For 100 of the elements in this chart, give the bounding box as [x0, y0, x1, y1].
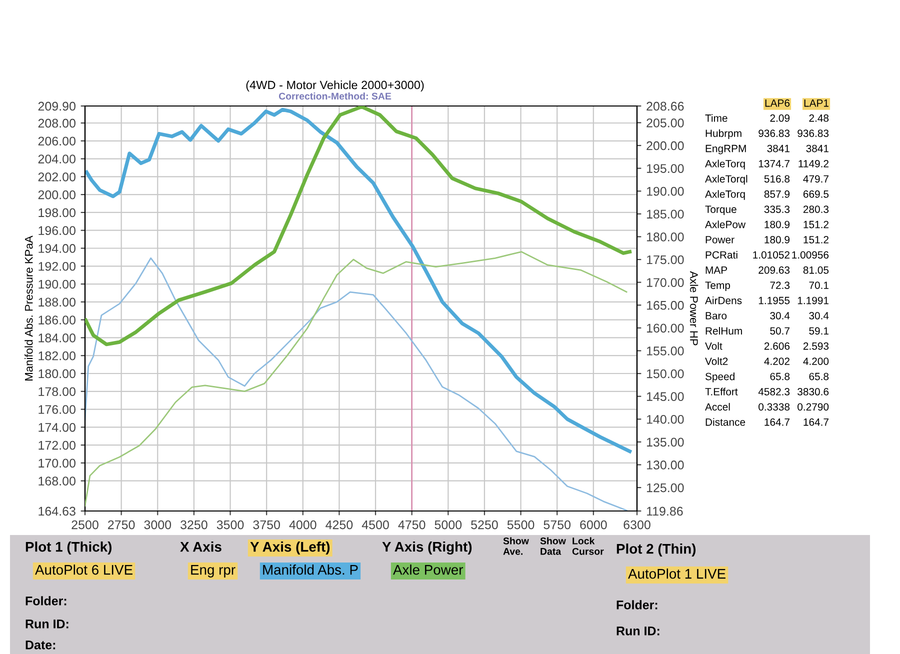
y-tick-label: 178.00: [38, 387, 76, 396]
data-label: 3841: [806, 144, 828, 152]
category-label: AxleTorql: [705, 174, 748, 185]
y-tick-label: 186.00: [38, 316, 76, 324]
legend-label: LAP1: [804, 100, 828, 107]
category-label: AxleTorq: [705, 190, 745, 200]
y2-tick-label: 145.00: [646, 392, 684, 401]
data-label: 4.200: [803, 358, 829, 365]
y-tick-label: 184.00: [38, 334, 76, 342]
x-tick-label: 5250: [471, 520, 498, 530]
data-label: 4.202: [764, 358, 790, 365]
category-label: EngRPM: [706, 144, 746, 154]
data-label: 3841: [767, 144, 790, 152]
y2-tick-label: 125.00: [646, 483, 684, 492]
x-tick-label: 5000: [434, 520, 462, 530]
category-label: Baro: [706, 312, 727, 320]
x-tick-label: 6300: [624, 520, 650, 530]
x-tick-label: 4250: [326, 520, 353, 530]
data-label: 669.5: [803, 190, 829, 198]
text: Show Data: [540, 537, 566, 555]
x-tick-label: 6000: [580, 520, 607, 530]
y-tick-label: 170.00: [38, 458, 76, 468]
data-label: 70.1: [809, 282, 828, 289]
y2-tick-label: 140.00: [646, 414, 684, 424]
data-label: 0.3338: [758, 403, 790, 411]
y-tick-label: 200.00: [38, 190, 76, 200]
y2-axis-title: Axle Power HP: [690, 271, 698, 346]
category-label: Distance: [706, 418, 746, 426]
x-tick-label: 4500: [362, 520, 389, 530]
data-label: 1374.7: [758, 160, 790, 168]
y2-tick-label: 119.86: [646, 506, 683, 516]
data-label: 2.48: [809, 114, 829, 122]
y2-tick-label: 160.00: [646, 324, 684, 333]
text: AutoPlot 6 LIVE: [35, 564, 132, 575]
y2-tick-label: 175.00: [646, 255, 684, 264]
text: Y Axis (Left): [250, 542, 330, 554]
category-label: PCRati: [706, 250, 738, 259]
y2-tick-label: 130.00: [646, 460, 684, 470]
text: Plot 2 (Thin): [616, 544, 696, 556]
x-tick-label: 3750: [253, 520, 280, 530]
text: Manifold Abs. P: [263, 564, 358, 575]
y-tick-label: 204.00: [38, 154, 76, 164]
category-label: Volt: [705, 342, 722, 350]
line-series: [85, 108, 632, 454]
y-tick-label: 209.90: [38, 102, 76, 111]
text: Lock Cursor: [572, 537, 604, 555]
text: AutoPlot 1 LIVE: [628, 568, 726, 579]
data-label: 151.2: [804, 220, 828, 228]
data-label: 936.83: [798, 130, 829, 137]
data-label: 335.3: [764, 206, 790, 213]
data-label: 50.7: [770, 327, 790, 335]
data-label: 151.2: [804, 236, 828, 244]
y-tick-label: 196.00: [38, 226, 76, 236]
x-tick-label: 4000: [289, 520, 316, 530]
y-tick-label: 172.00: [38, 440, 76, 450]
text: Axle Power: [393, 564, 464, 575]
y-tick-label: 202.00: [38, 172, 76, 182]
text: Plot 1 (Thick): [26, 542, 112, 554]
y2-tick-label: 135.00: [646, 438, 684, 447]
category-label: Torque: [705, 206, 736, 216]
y-tick-label: 164.63: [38, 506, 76, 516]
y-tick-label: 198.00: [38, 208, 76, 218]
data-label: 3830.6: [798, 388, 829, 396]
y-tick-label: 208.00: [38, 118, 76, 128]
x-tick-label: 3000: [144, 520, 172, 530]
category-label: T.Effort: [705, 388, 738, 396]
y-tick-label: 206.00: [38, 136, 76, 146]
data-label: 1.01052: [753, 251, 790, 259]
y2-tick-label: 208.66: [646, 102, 684, 111]
y2-tick-label: 155.00: [646, 346, 684, 356]
data-label: 1.00956: [792, 251, 829, 259]
data-label: 936.83: [758, 130, 790, 137]
y2-tick-label: 185.00: [646, 210, 684, 219]
y2-tick-label: 195.00: [646, 164, 684, 173]
y2-tick-label: 190.00: [646, 186, 684, 196]
data-label: 59.1: [809, 327, 828, 335]
x-tick-label: 3500: [216, 520, 244, 530]
data-label: 2.606: [764, 342, 790, 350]
line-series: [85, 106, 632, 346]
category-label: AxleTorq: [705, 160, 745, 170]
text: Folder:: [26, 596, 66, 606]
data-label: 2.09: [770, 114, 790, 122]
x-tick-label: 3250: [180, 520, 208, 530]
data-label: 4582.3: [758, 388, 790, 396]
y-tick-label: 168.00: [38, 476, 76, 486]
y-tick-label: 188.00: [38, 298, 76, 307]
data-label: 0.2790: [798, 403, 829, 411]
y2-tick-label: 200.00: [646, 141, 684, 150]
data-label: 1.1991: [798, 296, 828, 304]
data-label: 30.4: [809, 312, 829, 320]
y-tick-label: 180.00: [38, 369, 76, 378]
text: Y Axis (Right): [382, 541, 472, 555]
data-label: 857.9: [764, 190, 790, 198]
category-label: Hubrpm: [706, 129, 742, 140]
data-label: 180.9: [764, 220, 790, 228]
y2-tick-label: 180.00: [646, 232, 684, 242]
data-label: 209.63: [758, 266, 790, 274]
x-tick-label: 2750: [108, 520, 135, 530]
chart-title: (4WD - Motor Vehicle 2000+3000): [246, 80, 424, 92]
data-label: 280.3: [803, 206, 829, 213]
